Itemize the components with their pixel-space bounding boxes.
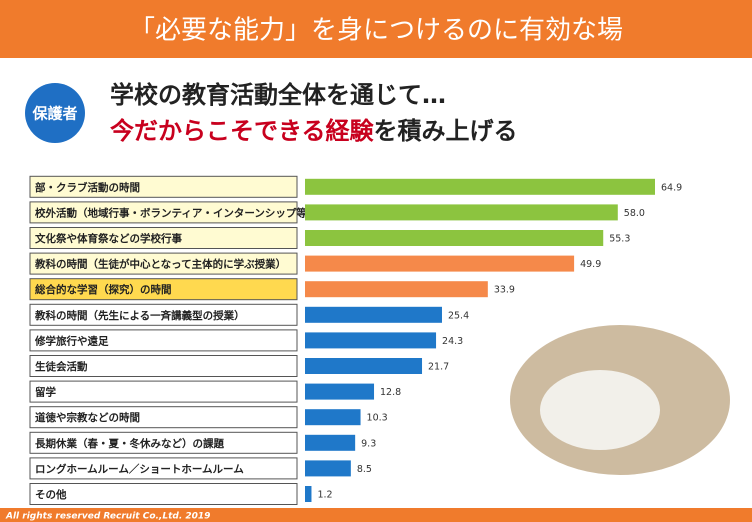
category-label: 留学 [35, 386, 56, 399]
value-label: 1.2 [317, 490, 332, 501]
value-label: 8.5 [357, 464, 372, 475]
category-label: 文化祭や体育祭などの学校行事 [34, 232, 182, 245]
headline-line2: 今だからこそできる経験を積み上げる [110, 117, 518, 145]
bar [305, 358, 422, 374]
header-title: 「必要な能力」を身につけるのに有効な場 [129, 16, 623, 46]
value-label: 12.8 [380, 387, 401, 398]
value-label: 9.3 [361, 438, 376, 449]
label-box [30, 381, 297, 402]
bar [305, 256, 574, 272]
label-box [30, 484, 297, 505]
category-label: 教科の時間（生徒が中心となって主体的に学ぶ授業） [34, 258, 286, 271]
value-label: 21.7 [428, 362, 449, 373]
category-label: 道徳や宗教などの時間 [35, 411, 140, 424]
category-label: 校外活動（地域行事・ボランティア・インターンシップ等） [35, 206, 317, 219]
bar [305, 204, 618, 220]
category-label: 長期休業（春・夏・冬休みなど）の課題 [35, 437, 224, 450]
value-label: 25.4 [448, 310, 469, 321]
footer: All rights reserved Recruit Co.,Ltd. 201… [5, 512, 210, 522]
category-label: その他 [35, 488, 67, 501]
bar [305, 435, 355, 451]
headline-rest: を積み上げる [374, 117, 518, 145]
photo-detail [540, 370, 660, 450]
value-label: 64.9 [661, 182, 682, 193]
value-label: 58.0 [624, 208, 645, 219]
category-label: 修学旅行や遠足 [34, 334, 109, 347]
value-label: 10.3 [367, 413, 388, 424]
category-label: ロングホームルーム／ショートホームルーム [35, 462, 244, 475]
bar [305, 307, 442, 323]
bar [305, 332, 436, 348]
bar [305, 486, 311, 502]
category-label: 部・クラブ活動の時間 [35, 181, 140, 194]
bar [305, 230, 603, 246]
bar [305, 179, 655, 195]
bar [305, 460, 351, 476]
bar [305, 384, 374, 400]
bar [305, 281, 488, 297]
value-label: 49.9 [580, 259, 601, 270]
badge: 保護者 [31, 105, 77, 123]
value-label: 24.3 [442, 336, 463, 347]
headline-line1: 学校の教育活動全体を通じて… [110, 81, 446, 109]
category-label: 教科の時間（先生による一斉講義型の授業） [34, 309, 245, 322]
headline-highlight: 今だからこそできる経験 [110, 117, 375, 145]
category-label: 生徒会活動 [35, 360, 88, 373]
infographic: 「必要な能力」を身につけるのに有効な場 保護者 学校の教育活動全体を通じて… 今… [0, 0, 752, 522]
value-label: 55.3 [609, 234, 630, 245]
bar [305, 409, 361, 425]
value-label: 33.9 [494, 285, 515, 296]
category-label: 総合的な学習（探究）の時間 [35, 283, 172, 296]
